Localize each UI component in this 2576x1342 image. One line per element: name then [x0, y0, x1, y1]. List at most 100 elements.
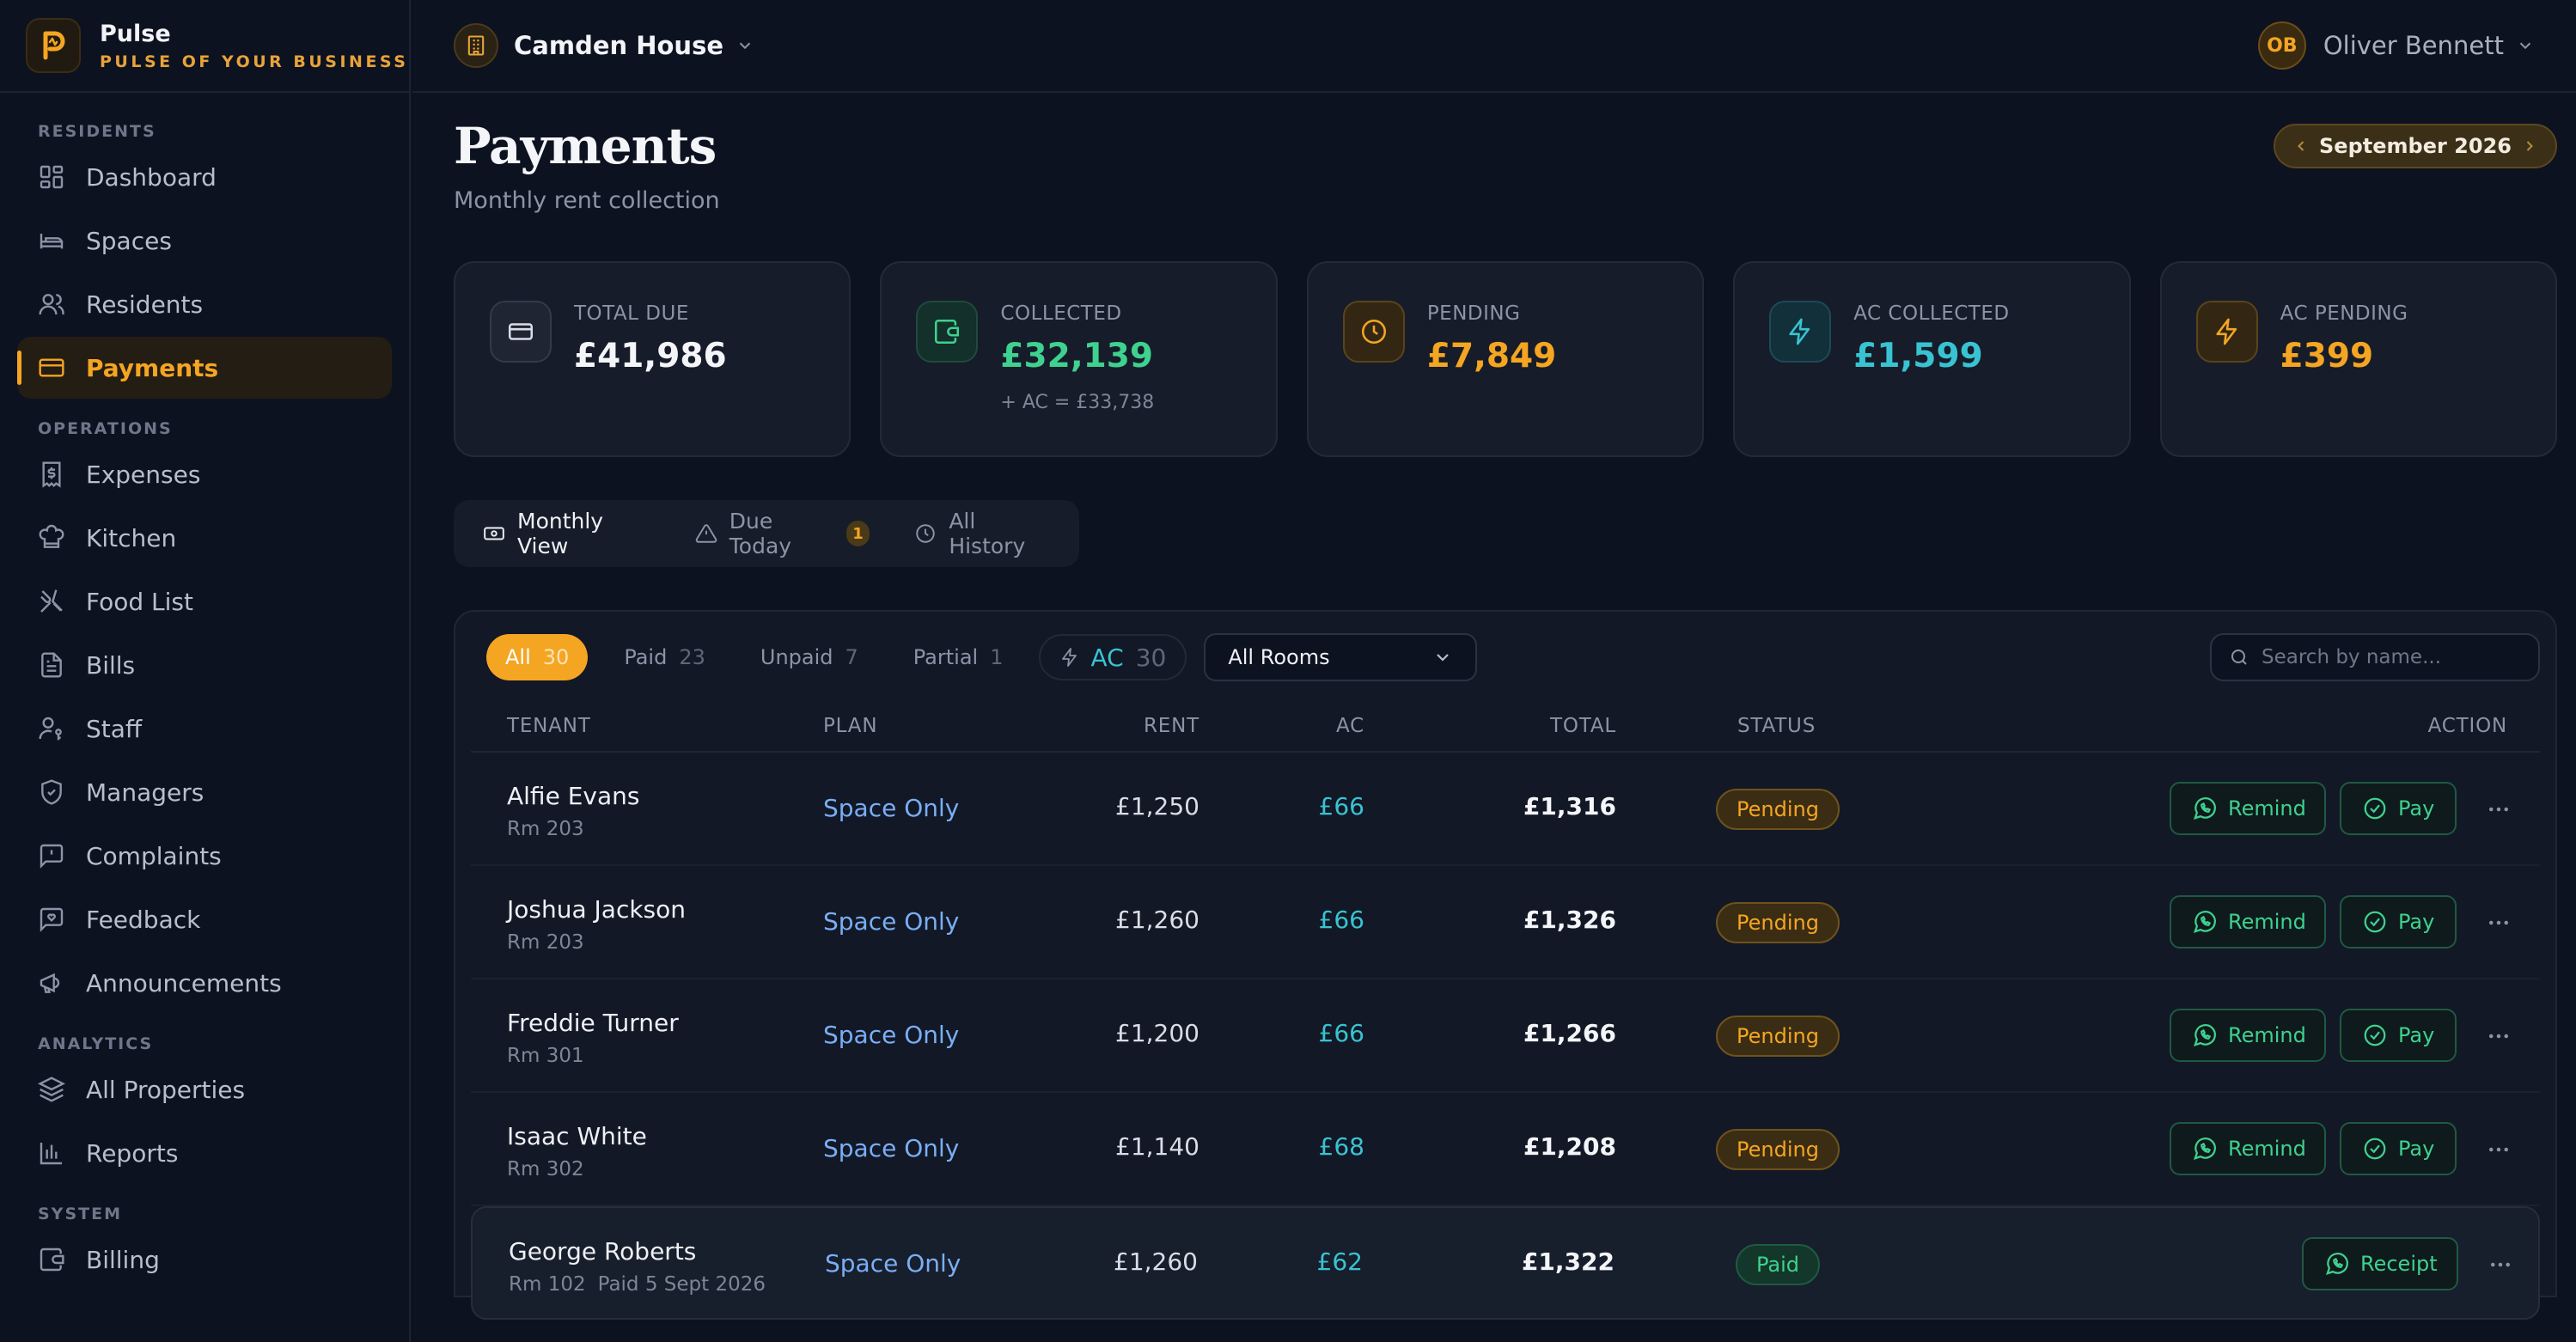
- remind-button[interactable]: Remind: [2170, 1122, 2326, 1175]
- sidebar-item-label: Payments: [86, 353, 219, 382]
- month-selector[interactable]: September 2026: [2274, 124, 2557, 168]
- table-row[interactable]: Joshua Jackson Rm 203 Space Only £1,260 …: [471, 866, 2540, 979]
- chevron-left-icon[interactable]: [2292, 137, 2310, 155]
- check-circle-icon: [2362, 796, 2398, 821]
- whatsapp-icon: [2324, 1251, 2360, 1277]
- user-name[interactable]: Oliver Bennett: [2323, 31, 2504, 60]
- tab-all-history[interactable]: All History: [895, 509, 1069, 558]
- bar-chart-icon: [38, 1139, 65, 1167]
- status-badge: Pending: [1716, 902, 1840, 943]
- sidebar-item-reports[interactable]: Reports: [17, 1122, 392, 1184]
- more-options-icon[interactable]: [2481, 792, 2516, 827]
- sidebar-item-label: Announcements: [86, 968, 282, 997]
- sidebar-item-staff[interactable]: Staff: [17, 698, 392, 759]
- sidebar-item-spaces[interactable]: Spaces: [17, 210, 392, 271]
- pay-button[interactable]: Pay: [2340, 782, 2457, 835]
- column-header-total[interactable]: TOTAL: [1550, 715, 1616, 737]
- receipt-button[interactable]: Receipt: [2302, 1237, 2458, 1290]
- tenant-name[interactable]: Alfie Evans: [507, 782, 640, 810]
- dashboard-icon: [38, 163, 65, 191]
- filter-chip-ac[interactable]: AC 30: [1039, 634, 1187, 680]
- filter-chip-paid[interactable]: Paid 23: [605, 634, 724, 680]
- column-header-status[interactable]: STATUS: [1737, 715, 1816, 737]
- column-header-plan[interactable]: PLAN: [823, 715, 878, 737]
- total-value: £1,326: [1523, 906, 1616, 934]
- pay-button[interactable]: Pay: [2340, 1122, 2457, 1175]
- chevron-down-icon[interactable]: [2516, 36, 2535, 55]
- remind-button[interactable]: Remind: [2170, 782, 2326, 835]
- plan-link[interactable]: Space Only: [823, 794, 960, 822]
- brand[interactable]: Pulse PULSE OF YOUR BUSINESS: [0, 0, 409, 93]
- pay-button[interactable]: Pay: [2340, 1009, 2457, 1062]
- filter-chip-partial[interactable]: Partial 1: [894, 634, 1022, 680]
- sidebar-item-bills[interactable]: Bills: [17, 634, 392, 696]
- sidebar-item-complaints[interactable]: Complaints: [17, 825, 392, 887]
- stat-card-ac-collected: AC COLLECTED £1,599: [1733, 261, 2131, 457]
- avatar[interactable]: OB: [2257, 21, 2306, 70]
- column-header-tenant[interactable]: TENANT: [507, 715, 591, 737]
- more-options-icon[interactable]: [2481, 906, 2516, 940]
- chip-count: 7: [845, 645, 858, 669]
- tenant-name[interactable]: Isaac White: [507, 1122, 647, 1150]
- clock-icon: [914, 522, 949, 545]
- more-options-icon[interactable]: [2481, 1019, 2516, 1053]
- search-input[interactable]: [2262, 646, 2519, 668]
- brand-tagline: PULSE OF YOUR BUSINESS: [100, 52, 409, 71]
- table-row[interactable]: George Roberts Rm 102 Paid 5 Sept 2026 Sp…: [471, 1206, 2540, 1320]
- plan-link[interactable]: Space Only: [823, 907, 960, 936]
- filter-chip-unpaid[interactable]: Unpaid 7: [742, 634, 877, 680]
- table-header: TENANT PLAN RENT AC TOTAL STATUS ACTION: [471, 703, 2540, 753]
- sidebar-item-payments[interactable]: Payments: [17, 337, 392, 399]
- more-options-icon[interactable]: [2481, 1132, 2516, 1167]
- column-header-ac[interactable]: AC: [1336, 715, 1364, 737]
- button-label: Pay: [2398, 796, 2435, 820]
- table-row[interactable]: Alfie Evans Rm 203 Space Only £1,250 £66…: [471, 753, 2540, 866]
- tab-monthly-view[interactable]: Monthly View: [464, 509, 669, 558]
- rent-value: £1,250: [1115, 792, 1199, 820]
- plan-link[interactable]: Space Only: [825, 1249, 961, 1278]
- sidebar-item-food-list[interactable]: Food List: [17, 570, 392, 632]
- search-box[interactable]: [2210, 633, 2540, 681]
- room-select[interactable]: All Rooms: [1204, 633, 1478, 681]
- tab-due-today[interactable]: Due Today 1: [676, 509, 889, 558]
- credit-card-icon: [490, 301, 552, 363]
- sidebar-item-residents[interactable]: Residents: [17, 273, 392, 335]
- column-header-rent[interactable]: RENT: [1144, 715, 1199, 737]
- table-row[interactable]: Isaac White Rm 302 Space Only £1,140 £68…: [471, 1093, 2540, 1206]
- table-row[interactable]: Freddie Turner Rm 301 Space Only £1,200 …: [471, 979, 2540, 1093]
- status-badge: Pending: [1716, 1016, 1840, 1057]
- remind-button[interactable]: Remind: [2170, 895, 2326, 949]
- sidebar-item-feedback[interactable]: Feedback: [17, 888, 392, 950]
- sidebar-item-announcements[interactable]: Announcements: [17, 952, 392, 1014]
- sidebar: Pulse PULSE OF YOUR BUSINESS RESIDENTS D…: [0, 0, 411, 1342]
- tenant-name[interactable]: Freddie Turner: [507, 1009, 679, 1037]
- sidebar-item-managers[interactable]: Managers: [17, 761, 392, 823]
- plan-link[interactable]: Space Only: [823, 1134, 960, 1162]
- sidebar-item-label: Kitchen: [86, 523, 177, 552]
- property-switcher[interactable]: Camden House: [514, 31, 724, 60]
- chevron-down-icon[interactable]: [736, 36, 754, 55]
- whatsapp-icon: [2192, 796, 2228, 821]
- chevron-right-icon[interactable]: [2521, 137, 2538, 155]
- more-options-icon[interactable]: [2483, 1247, 2518, 1282]
- sidebar-item-dashboard[interactable]: Dashboard: [17, 146, 392, 208]
- plan-link[interactable]: Space Only: [823, 1021, 960, 1049]
- filter-chip-all[interactable]: All 30: [486, 634, 589, 680]
- stat-card-pending: PENDING £7,849: [1306, 261, 1705, 457]
- sidebar-item-expenses[interactable]: Expenses: [17, 443, 392, 505]
- paid-date: Paid 5 Sept 2026: [597, 1273, 766, 1296]
- sidebar-item-billing[interactable]: Billing: [17, 1229, 392, 1290]
- sidebar-item-all-properties[interactable]: All Properties: [17, 1058, 392, 1120]
- pay-button[interactable]: Pay: [2340, 895, 2457, 949]
- sidebar-item-label: Dashboard: [86, 162, 217, 192]
- alert-triangle-icon: [695, 522, 729, 545]
- user-menu[interactable]: OB Oliver Bennett: [2257, 21, 2535, 70]
- stat-label: AC COLLECTED: [1853, 302, 2010, 325]
- remind-button[interactable]: Remind: [2170, 1009, 2326, 1062]
- tenant-name[interactable]: Joshua Jackson: [507, 895, 687, 924]
- building-icon[interactable]: [454, 23, 498, 68]
- sidebar-item-kitchen[interactable]: Kitchen: [17, 507, 392, 569]
- nav-section-analytics: ANALYTICS: [38, 1034, 154, 1053]
- ac-value: £68: [1318, 1132, 1364, 1161]
- tenant-name[interactable]: George Roberts: [509, 1237, 697, 1266]
